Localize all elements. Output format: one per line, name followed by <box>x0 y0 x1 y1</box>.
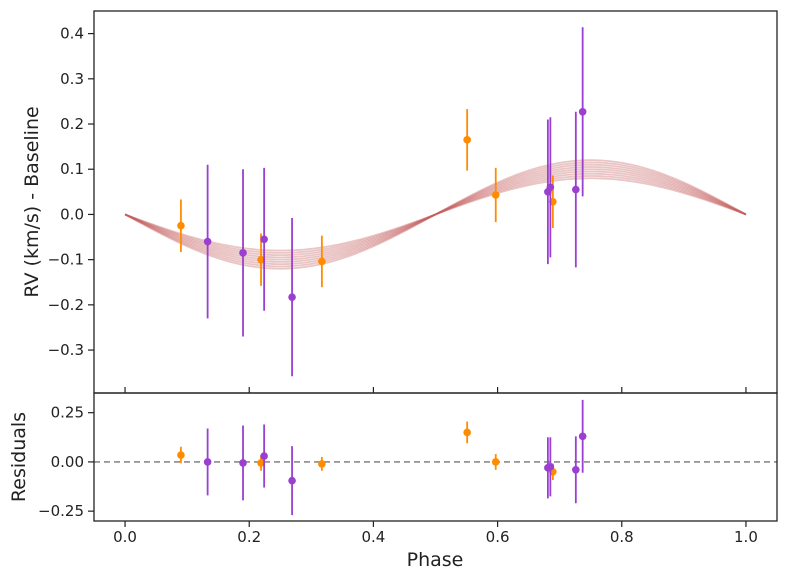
rv-panel: −0.3 −0.2 −0.1 0.0 0.1 0.2 0.3 0.4 RV (km/s) - … <box>21 10 778 394</box>
residuals-plot-frame <box>93 392 778 522</box>
data-point <box>260 452 268 460</box>
residuals-y-axis-label: Residuals <box>8 412 30 502</box>
rv-y-axis-label: RV (km/s) - Baseline <box>21 106 43 297</box>
rv-y-ticks: −0.3 −0.2 −0.1 0.0 0.1 0.2 0.3 0.4 <box>48 25 94 359</box>
x-tick-label: 1.0 <box>734 528 758 546</box>
model-curve <box>124 159 747 270</box>
y-tick-label: 0.3 <box>60 70 84 88</box>
rv-x-ticks <box>124 387 747 393</box>
y-tick-label: 0.25 <box>51 404 84 422</box>
data-point <box>572 466 580 474</box>
data-point <box>318 460 326 468</box>
rv-data-points <box>177 27 587 377</box>
model-curve <box>124 163 747 266</box>
data-point <box>578 432 587 441</box>
y-tick-label: 0.2 <box>60 115 84 133</box>
x-tick-label: 0.4 <box>361 528 385 546</box>
model-curve <box>124 177 747 252</box>
x-tick-label: 0.8 <box>610 528 634 546</box>
residual-data-points <box>177 399 587 516</box>
data-point <box>288 293 296 301</box>
phase-x-axis-label: Phase <box>407 549 464 571</box>
data-point <box>572 185 580 194</box>
y-tick-label: −0.2 <box>48 296 84 314</box>
x-tick-label: 0.2 <box>237 528 261 546</box>
y-tick-label: −0.3 <box>48 341 84 359</box>
data-point <box>318 257 326 266</box>
data-point <box>546 463 555 471</box>
data-point <box>463 136 471 144</box>
model-curve <box>124 172 747 257</box>
model-curve <box>124 168 747 261</box>
data-point <box>260 235 268 244</box>
y-tick-label: 0.00 <box>51 453 84 471</box>
model-curve <box>124 175 747 254</box>
data-point <box>578 108 587 116</box>
data-point <box>257 255 265 264</box>
phase-x-ticks: 0.0 0.2 0.4 0.6 0.8 1.0 <box>113 521 758 546</box>
x-tick-label: 0.6 <box>486 528 510 546</box>
y-tick-label: −0.25 <box>38 502 84 520</box>
data-point <box>546 183 555 192</box>
model-curve <box>124 161 747 268</box>
y-tick-label: −0.1 <box>48 251 84 269</box>
model-curves <box>124 159 747 270</box>
residuals-panel: −0.25 0.00 0.25 0.0 0.2 0.4 0.6 0.8 1.0 Residua… <box>8 392 778 571</box>
model-curve <box>124 166 747 263</box>
data-point <box>239 249 247 257</box>
model-curve <box>124 170 747 259</box>
data-point <box>491 458 500 466</box>
y-tick-label: 0.0 <box>60 205 84 223</box>
rv-plot-frame <box>93 10 778 394</box>
data-point <box>257 459 265 467</box>
data-point <box>239 459 247 467</box>
y-tick-label: 0.1 <box>60 160 84 178</box>
data-point <box>203 237 212 246</box>
y-tick-label: 0.4 <box>60 25 84 43</box>
data-point <box>288 476 296 485</box>
data-point <box>177 451 185 459</box>
data-point <box>177 221 185 230</box>
residuals-y-ticks: −0.25 0.00 0.25 <box>38 404 94 520</box>
data-point <box>463 428 471 437</box>
x-tick-label: 0.0 <box>113 528 137 546</box>
data-point <box>203 458 212 466</box>
data-point <box>491 191 500 199</box>
